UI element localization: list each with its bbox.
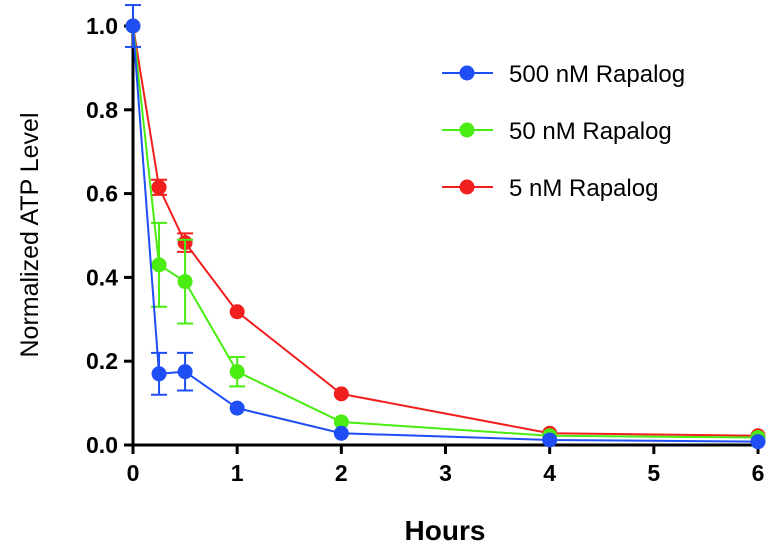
legend-label: 500 nM Rapalog bbox=[509, 61, 685, 88]
y-axis-title: Normalized ATP Level bbox=[16, 112, 44, 357]
x-tick-label: 3 bbox=[439, 460, 452, 486]
x-tick-label: 4 bbox=[543, 460, 556, 486]
y-tick-label: 1.0 bbox=[86, 13, 118, 39]
series-layer bbox=[125, 4, 766, 450]
data-point bbox=[333, 425, 349, 441]
y-tick-label: 0.4 bbox=[86, 264, 118, 290]
x-tick-label: 5 bbox=[647, 460, 660, 486]
data-point bbox=[177, 364, 193, 380]
data-point bbox=[542, 432, 558, 448]
legend-label: 50 nM Rapalog bbox=[509, 118, 672, 145]
x-tick-label: 6 bbox=[752, 460, 765, 486]
x-tick-label: 0 bbox=[127, 460, 140, 486]
y-tick-label: 0.2 bbox=[86, 348, 118, 374]
data-point bbox=[333, 414, 349, 430]
y-tick-label: 0.0 bbox=[86, 432, 118, 458]
legend-marker bbox=[459, 179, 475, 195]
data-point bbox=[229, 304, 245, 320]
y-tick-label: 0.8 bbox=[86, 97, 118, 123]
data-point bbox=[151, 366, 167, 382]
data-point bbox=[333, 386, 349, 402]
series-line bbox=[132, 25, 759, 443]
data-point bbox=[151, 179, 167, 195]
axis-ticks: 0 1 2 3 4 5 6 0.0 0.2 0.4 0.6 0.8 1.0 bbox=[86, 13, 764, 486]
data-point bbox=[125, 18, 141, 34]
legend-item: 5 nM Rapalog bbox=[442, 175, 658, 202]
x-tick-label: 1 bbox=[231, 460, 244, 486]
data-point bbox=[177, 274, 193, 290]
data-point bbox=[229, 364, 245, 380]
y-tick-label: 0.6 bbox=[86, 181, 118, 207]
legend-item: 50 nM Rapalog bbox=[442, 118, 672, 145]
legend-marker bbox=[459, 65, 475, 81]
legend-label: 5 nM Rapalog bbox=[509, 175, 658, 202]
series-0 bbox=[125, 4, 766, 450]
legend: 500 nM Rapalog 50 nM Rapalog 5 nM Rapalog bbox=[442, 61, 685, 202]
data-point bbox=[229, 400, 245, 416]
data-point bbox=[750, 434, 766, 450]
data-point bbox=[151, 257, 167, 273]
x-tick-label: 2 bbox=[335, 460, 348, 486]
x-axis-title: Hours bbox=[405, 515, 486, 546]
legend-marker bbox=[459, 122, 475, 138]
legend-item: 500 nM Rapalog bbox=[442, 61, 685, 88]
